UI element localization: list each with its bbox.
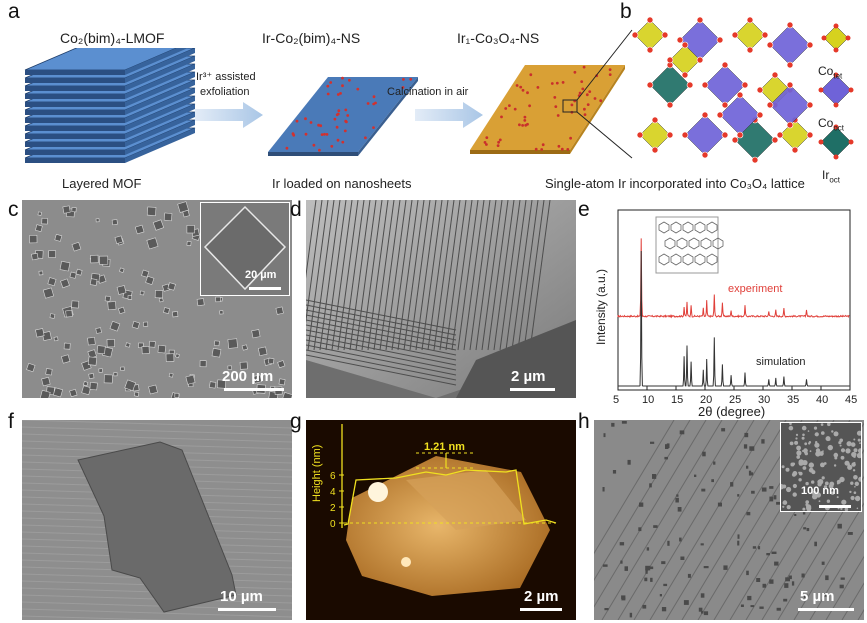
stage1-caption: Layered MOF: [62, 176, 142, 191]
nanosheet-ir-loaded: [268, 76, 418, 156]
inset-c: 20 µm: [200, 202, 290, 296]
xrd-chart: 5 10 15 20 25 30 35 40 45 experiment simulation …: [594, 209, 857, 419]
panel-label-c: c: [8, 198, 19, 221]
x-tick-label: 15: [671, 394, 683, 406]
x-tick-label: 5: [613, 394, 619, 406]
crystal-structure: [631, 16, 814, 164]
panel-label-e: e: [578, 198, 590, 221]
series-experiment-line: [617, 238, 850, 319]
series-simulation-line: [618, 250, 850, 387]
co3o4-nanosheet: [470, 65, 625, 154]
afm-y-tick: 2: [330, 503, 336, 514]
x-tick-label: 40: [816, 394, 828, 406]
sem-image-c: 20 µm 200 µm: [22, 200, 292, 398]
x-tick-label: 45: [845, 394, 857, 406]
xrd-inset-structure: [655, 216, 724, 274]
afm-y-axis-label: Height (nm): [311, 445, 323, 502]
scale-d: 2 µm: [511, 368, 546, 385]
panel-label-a: a: [8, 0, 20, 23]
x-axis-label: 2θ (degree): [698, 404, 765, 419]
stage2-caption: Ir loaded on nanosheets: [272, 176, 412, 191]
zoom-lines: [576, 29, 633, 159]
x-tick-label: 30: [758, 394, 770, 406]
scale-f: 10 µm: [220, 588, 263, 605]
x-tick-label: 35: [787, 394, 799, 406]
stage3-title: Ir₁-Co₃O₄-NS: [457, 30, 540, 46]
legend-co-tet: Cotet: [818, 64, 843, 81]
x-tick-label: 20: [700, 394, 712, 406]
scale-c: 200 µm: [222, 368, 274, 385]
arrow1-label-line2: exfoliation: [200, 86, 250, 98]
legend-ir-oct: Iroct: [822, 168, 841, 185]
stage2-title: Ir-Co₂(bim)₄-NS: [262, 30, 361, 46]
sem-image-h: 100 nm 5 µm: [594, 420, 864, 620]
sem-image-f: 10 µm: [22, 420, 292, 620]
sem-image-d: 2 µm: [306, 200, 576, 398]
inset-h-scale: 100 nm: [801, 485, 839, 497]
x-tick-label: 25: [729, 394, 741, 406]
panel-label-g: g: [290, 410, 302, 433]
series-experiment-label: experiment: [728, 283, 782, 295]
panel-label-d: d: [290, 198, 302, 221]
y-axis-label: Intensity (a.u.): [594, 269, 608, 345]
inset-h: 100 nm: [780, 422, 862, 512]
afm-image-g: 0 2 4 6 1.21 nm Height (nm) 2 µm: [306, 420, 576, 620]
afm-y-tick: 6: [330, 471, 336, 482]
panel-label-f: f: [8, 410, 14, 433]
panel-label-h: h: [578, 410, 590, 433]
arrow2-label: Calcination in air: [387, 86, 469, 98]
afm-y-tick: 4: [330, 487, 336, 498]
scale-g: 2 µm: [524, 588, 559, 605]
inset-c-scale: 20 µm: [245, 269, 277, 281]
layered-mof-stack: [24, 48, 196, 163]
stage3-caption: Single-atom Ir incorporated into Co₃O₄ l…: [545, 176, 805, 191]
structure-legend: Cotet Cooct Iroct: [812, 20, 864, 184]
afm-step-label: 1.21 nm: [424, 441, 465, 453]
scale-h: 5 µm: [800, 588, 835, 605]
panel-label-b: b: [620, 0, 632, 23]
arrow-1: [195, 102, 263, 128]
series-simulation-label: simulation: [756, 356, 806, 368]
arrow-2: [415, 102, 483, 128]
afm-y-tick: 0: [330, 519, 336, 530]
legend-co-oct: Cooct: [818, 116, 845, 133]
stage1-title: Co₂(bim)₄-LMOF: [60, 30, 165, 46]
arrow1-label-line1: Ir³⁺ assisted: [196, 71, 256, 83]
x-tick-label: 10: [642, 394, 654, 406]
